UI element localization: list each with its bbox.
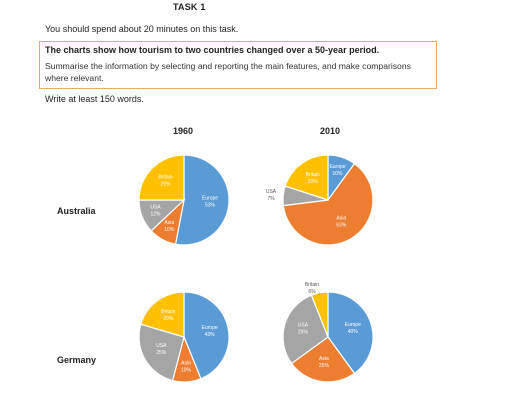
slice-value-britain: 20% [163,316,174,322]
column-header-1960: 1960 [173,126,194,136]
slice-value-europe: 40% [348,329,359,335]
prompt-box: The charts show how tourism to two count… [39,41,437,89]
slice-label-europe: Europe [345,322,361,328]
slice-label-usa: USA [266,189,277,195]
slice-label-europe: Europe [329,164,345,170]
slice-usa [138,323,185,382]
slice-europe [183,291,230,380]
slice-label-britain: Britain [158,175,172,181]
slice-value-asia: 10% [164,227,175,233]
slice-britain [284,154,329,201]
row-label-australia: Australia [57,206,96,216]
slice-value-asia: 10% [181,368,192,374]
slice-europe [327,291,374,375]
slice-asia [282,162,374,246]
prompt-heading: The charts show how tourism to two count… [45,45,380,55]
slice-value-asia: 25% [319,363,330,369]
slice-europe [174,154,230,246]
slice-value-europe: 43% [205,332,216,338]
slice-britain [138,154,185,201]
prompt-body: Summarise the information by selecting a… [45,61,411,83]
task-instruction: You should spend about 20 minutes on thi… [45,24,239,34]
slice-britain [140,291,185,338]
slice-value-usa: 7% [267,196,275,202]
word-count-instruction: Write at least 150 words. [45,94,144,104]
slice-label-asia: Asia [164,220,174,226]
slice-label-asia: Asia [181,361,191,367]
slice-label-usa: USA [156,343,167,349]
slice-label-britain: Britain [161,309,175,315]
slice-value-europe: 10% [332,171,343,177]
slice-value-britain: 20% [308,179,319,185]
slice-label-europe: Europe [202,325,218,331]
column-header-2010: 2010 [320,126,341,136]
slice-label-europe: Europe [202,196,218,202]
slice-label-britain: Britain [306,172,320,178]
slice-value-britain: 6% [308,289,316,295]
slice-value-europe: 53% [205,203,216,209]
slice-label-usa: USA [298,323,309,329]
row-label-germany: Germany [57,355,97,365]
slice-label-asia: Asia [336,216,346,222]
leader-line [317,292,320,296]
slice-value-asia: 63% [336,223,347,229]
slice-label-britain: Britain [305,282,319,288]
slice-value-usa: 25% [156,350,167,356]
slice-label-asia: Asia [319,356,329,362]
task-title: TASK 1 [173,2,206,12]
slice-asia [290,336,356,383]
slice-value-usa: 29% [298,330,309,336]
slice-value-usa: 12% [150,211,161,217]
slice-usa [282,294,329,365]
slice-value-britain: 25% [160,182,171,188]
slice-label-usa: USA [150,204,161,210]
